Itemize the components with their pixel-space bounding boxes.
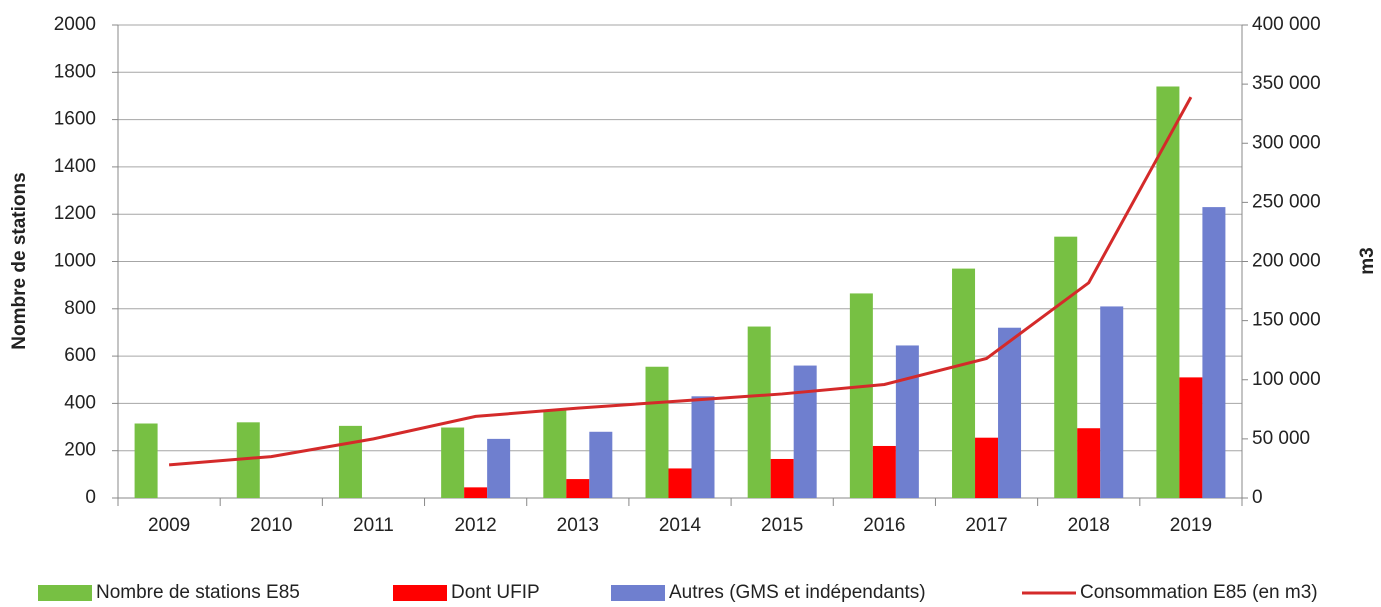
y-tick-label: 1400: [54, 156, 96, 177]
bar: [872, 445, 896, 498]
line: [168, 96, 1193, 467]
x-tick-label: 2013: [557, 515, 599, 536]
legend-label: Dont UFIP: [451, 582, 540, 603]
bar: [975, 437, 999, 498]
bar: [464, 487, 488, 498]
x-tick-label: 2010: [250, 515, 292, 536]
bar: [998, 327, 1022, 498]
bar: [747, 326, 771, 498]
bar: [1077, 428, 1101, 498]
y2-tick-label: 0: [1252, 487, 1263, 508]
bar: [793, 365, 817, 498]
bar: [1054, 236, 1078, 499]
y-tick-label: 800: [64, 298, 96, 319]
y2-tick-label: 150 000: [1252, 310, 1321, 331]
y2-tick-label: 200 000: [1252, 251, 1321, 272]
y2-tick-label: 50 000: [1252, 428, 1310, 449]
bar: [543, 410, 567, 498]
y-tick-label: 1600: [54, 109, 96, 130]
legend-label: Nombre de stations E85: [96, 582, 300, 603]
bar: [668, 468, 692, 498]
y2-tick-label: 300 000: [1252, 132, 1321, 153]
bar: [236, 422, 260, 498]
bar: [1179, 377, 1203, 498]
y-axis-label: Nombre de stations: [9, 172, 30, 349]
x-tick-label: 2017: [965, 515, 1007, 536]
bar: [895, 345, 919, 498]
legend-swatch: [393, 585, 447, 601]
y-tick-label: 1200: [54, 203, 96, 224]
bar: [1202, 207, 1226, 499]
x-tick-label: 2014: [659, 515, 702, 536]
y-tick-label: 1000: [54, 251, 96, 272]
bar: [566, 479, 590, 498]
y-tick-label: 200: [64, 440, 96, 461]
y2-tick-label: 350 000: [1252, 73, 1321, 94]
x-tick-label: 2011: [353, 515, 394, 536]
bar: [849, 293, 873, 498]
y2-tick-label: 400 000: [1252, 14, 1321, 35]
bar: [691, 396, 715, 498]
bar: [1156, 86, 1180, 499]
y-tick-label: 400: [64, 392, 96, 413]
legend-label: Autres (GMS et indépendants): [669, 582, 926, 603]
bar: [338, 425, 362, 498]
bar: [487, 438, 511, 498]
bar: [770, 458, 794, 498]
y-tick-label: 1800: [54, 61, 96, 82]
bar: [589, 431, 613, 498]
x-tick-label: 2016: [863, 515, 905, 536]
bar: [441, 427, 465, 498]
y-tick-label: 2000: [54, 14, 96, 35]
bar: [134, 423, 158, 498]
legend-swatch: [611, 585, 665, 601]
x-tick-label: 2015: [761, 515, 803, 536]
y2-tick-label: 250 000: [1252, 191, 1321, 212]
x-tick-label: 2009: [148, 515, 190, 536]
y2-tick-label: 100 000: [1252, 369, 1321, 390]
x-tick-label: 2012: [454, 515, 496, 536]
legend-swatch: [38, 585, 92, 601]
legend-label: Consommation E85 (en m3): [1080, 582, 1318, 603]
bar: [1100, 306, 1124, 498]
bar: [645, 366, 669, 498]
y-tick-label: 0: [85, 487, 96, 508]
y2-axis-label: m3: [1357, 247, 1378, 274]
x-tick-label: 2019: [1170, 515, 1212, 536]
bar: [952, 268, 976, 498]
y-tick-label: 600: [64, 345, 96, 366]
x-tick-label: 2018: [1068, 515, 1110, 536]
